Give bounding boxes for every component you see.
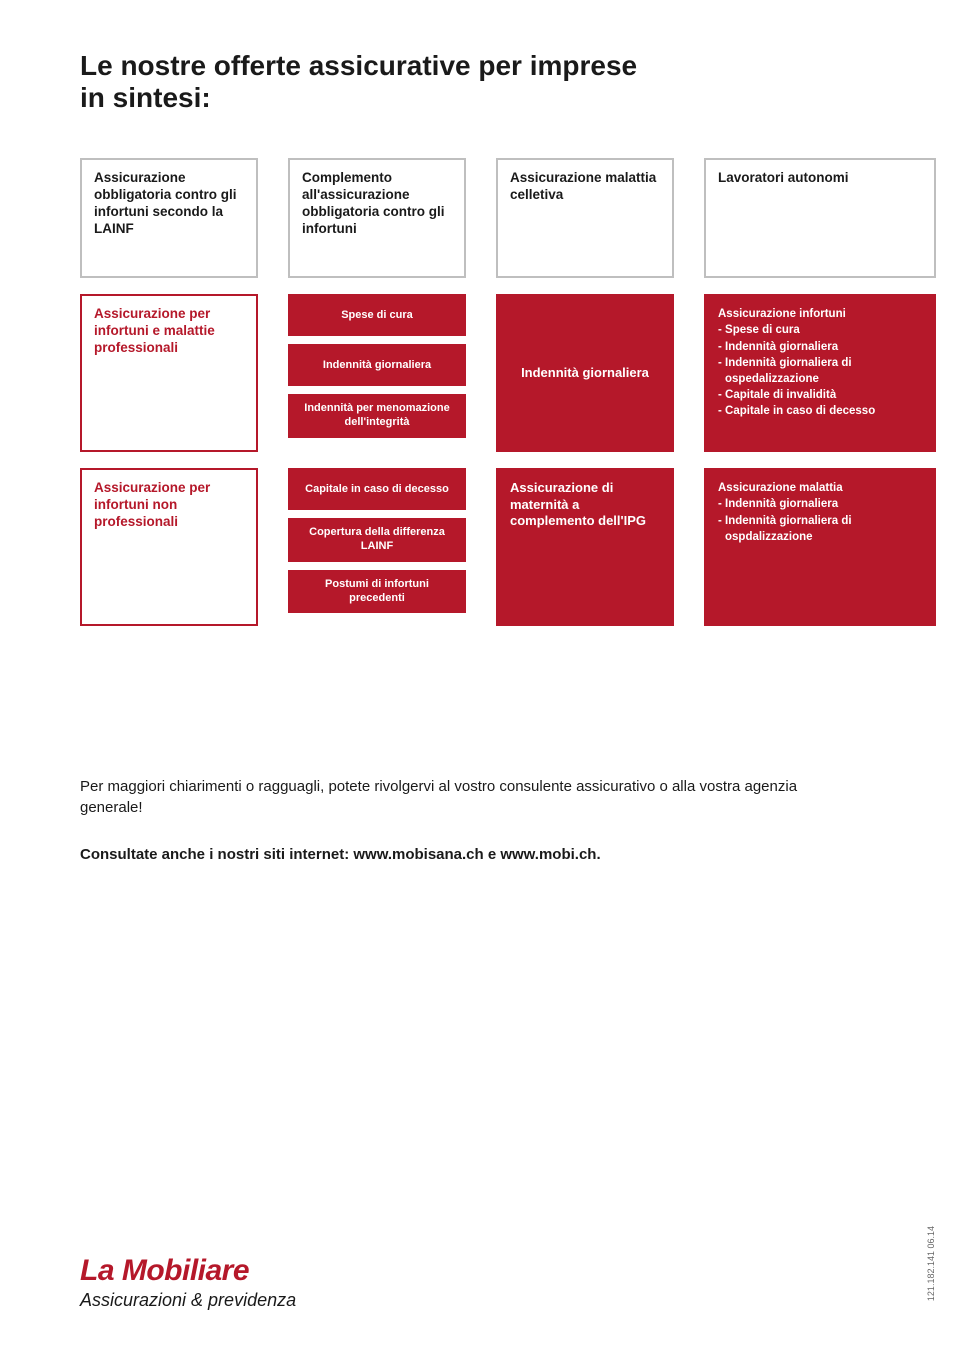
row3-col3: Assicurazione di maternità a complemento…	[496, 468, 674, 626]
row2-col4-item-1: - Indennità giornaliera	[718, 339, 922, 355]
overview-grid: Assicurazione obbligatoria contro gli in…	[80, 158, 900, 626]
row2-col2-item-a: Spese di cura	[288, 294, 466, 336]
brand-logo-subtitle: Assicurazioni & previdenza	[80, 1290, 296, 1311]
brand-logo-line1: La Mobiliare	[80, 1254, 296, 1288]
row3-col4-title: Assicurazione malattia	[718, 480, 922, 496]
row2-col2-item-c: Indennità per menomazione dell'integrità	[288, 394, 466, 438]
body-paragraph-1: Per maggiori chiarimenti o ragguagli, po…	[80, 776, 800, 818]
header-col2: Complemento all'assicurazione obbligator…	[288, 158, 466, 278]
row2-col4-item-3: - Capitale di invalidità	[718, 387, 922, 403]
brand-logo: La Mobiliare Assicurazioni & previdenza	[80, 1254, 296, 1311]
header-col3: Assicurazione malattia celletiva	[496, 158, 674, 278]
page-title: Le nostre offerte assicurative per impre…	[80, 50, 900, 114]
row2-col4-item-2: - Indennità giornaliera di ospedalizzazi…	[718, 355, 922, 387]
row2-col2-triplet: Spese di cura Indennità giornaliera Inde…	[288, 294, 466, 452]
row3-col4-item-0: - Indennità giornaliera	[718, 496, 922, 512]
page: Le nostre offerte assicurative per impre…	[0, 0, 960, 1361]
brand-logo-name: Mobiliare	[114, 1254, 249, 1287]
header-col4: Lavoratori autonomi	[704, 158, 936, 278]
row2-col4-title: Assicurazione infortuni	[718, 306, 922, 322]
row2-col4: Assicurazione infortuni - Spese di cura …	[704, 294, 936, 452]
brand-logo-la: La	[80, 1254, 114, 1287]
row3-col4: Assicurazione malattia - Indennità giorn…	[704, 468, 936, 626]
row3-col2-item-c: Postumi di infortuni precedenti	[288, 570, 466, 614]
row2-col2-item-b: Indennità giornaliera	[288, 344, 466, 386]
row2-col1: Assicurazione per infortuni e malattie p…	[80, 294, 258, 452]
row2-col3: Indennità giornaliera	[496, 294, 674, 452]
document-code: 121.182.141 06.14	[926, 1226, 936, 1301]
row2-col4-item-0: - Spese di cura	[718, 322, 922, 338]
row3-col2-triplet: Capitale in caso di decesso Copertura de…	[288, 468, 466, 626]
row3-col4-item-1: - Indennità giornaliera di ospdalizzazio…	[718, 513, 922, 545]
row3-col2-item-a: Capitale in caso di decesso	[288, 468, 466, 510]
row2-col4-item-4: - Capitale in caso di decesso	[718, 403, 922, 419]
row3-col2-item-b: Copertura della differenza LAINF	[288, 518, 466, 562]
body-paragraph-2: Consultate anche i nostri siti internet:…	[80, 846, 800, 863]
row3-col1: Assicurazione per infortuni non professi…	[80, 468, 258, 626]
header-col1: Assicurazione obbligatoria contro gli in…	[80, 158, 258, 278]
